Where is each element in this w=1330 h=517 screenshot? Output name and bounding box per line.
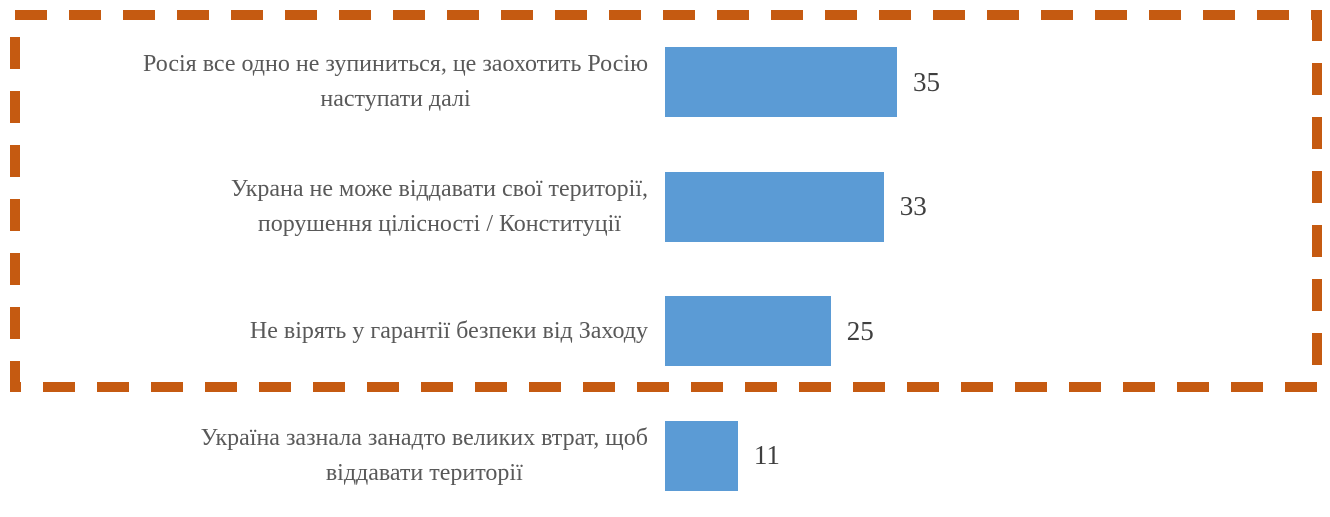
category-label-line: віддавати території bbox=[325, 459, 523, 486]
category-label: Не вірять у гарантії безпеки від Заходу bbox=[0, 314, 648, 349]
category-label-line: Україна зазнала занадто великих втрат, щ… bbox=[200, 424, 648, 451]
category-label-line: порушення цілісності / Конституції bbox=[257, 210, 621, 237]
bar-row: Украна не може віддавати свої території,… bbox=[0, 145, 1330, 270]
category-label: Україна зазнала занадто великих втрат, щ… bbox=[0, 421, 648, 491]
value-label: 11 bbox=[753, 440, 780, 471]
value-label: 35 bbox=[913, 66, 941, 97]
category-label-line: Украна не може віддавати свої території, bbox=[230, 175, 648, 202]
category-label-text: Украна не може віддавати свої території,… bbox=[231, 172, 648, 242]
category-label-line: наступати далі bbox=[320, 86, 471, 113]
bar bbox=[665, 296, 831, 367]
bar-row: Росія все одно не зупиниться, це заохоти… bbox=[0, 20, 1330, 145]
category-label-text: Україна зазнала занадто великих втрат, щ… bbox=[201, 421, 648, 491]
bar bbox=[665, 171, 884, 242]
value-label: 33 bbox=[899, 191, 927, 222]
category-label: Росія все одно не зупиниться, це заохоти… bbox=[0, 47, 648, 117]
bar-row: Україна зазнала занадто великих втрат, щ… bbox=[0, 394, 1330, 517]
chart-rows: Росія все одно не зупиниться, це заохоти… bbox=[0, 20, 1330, 517]
category-label-text: Не вірять у гарантії безпеки від Заходу bbox=[250, 314, 648, 349]
category-label-line: Росія все одно не зупиниться, це заохоти… bbox=[143, 51, 648, 78]
category-label: Украна не може віддавати свої території,… bbox=[0, 172, 648, 242]
bar-row: Не вірять у гарантії безпеки від Заходу 2… bbox=[0, 269, 1330, 394]
category-label-text: Росія все одно не зупиниться, це заохоти… bbox=[143, 47, 648, 117]
bar bbox=[665, 420, 738, 491]
category-label-line: Не вірять у гарантії безпеки від Заходу bbox=[249, 317, 648, 344]
bar bbox=[665, 47, 898, 118]
value-label: 25 bbox=[846, 315, 874, 346]
